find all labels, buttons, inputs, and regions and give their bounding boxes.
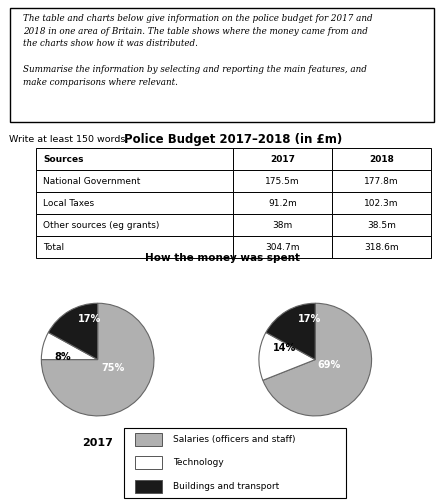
Text: 2018: 2018 xyxy=(300,439,331,449)
Text: 38.5m: 38.5m xyxy=(367,220,396,229)
Bar xyxy=(36,214,233,236)
Text: The table and charts below give information on the police budget for 2017 and
20: The table and charts below give informat… xyxy=(23,14,373,87)
Bar xyxy=(36,236,233,258)
Wedge shape xyxy=(41,303,154,416)
Text: 2017: 2017 xyxy=(82,439,113,449)
Text: Police Budget 2017–2018 (in £m): Police Budget 2017–2018 (in £m) xyxy=(124,133,342,146)
Bar xyxy=(332,170,431,192)
Text: 177.8m: 177.8m xyxy=(364,177,399,186)
Bar xyxy=(135,433,162,446)
Bar xyxy=(233,192,332,214)
Bar xyxy=(135,456,162,469)
Text: 2017: 2017 xyxy=(270,154,295,163)
Bar xyxy=(233,214,332,236)
Bar xyxy=(332,192,431,214)
Text: 175.5m: 175.5m xyxy=(265,177,300,186)
Wedge shape xyxy=(41,332,98,360)
Bar xyxy=(36,192,233,214)
Bar xyxy=(332,148,431,170)
Bar xyxy=(233,236,332,258)
Text: 2018: 2018 xyxy=(369,154,394,163)
Text: Other sources (eg grants): Other sources (eg grants) xyxy=(44,220,160,229)
Wedge shape xyxy=(266,303,315,360)
Wedge shape xyxy=(263,303,372,416)
Text: 318.6m: 318.6m xyxy=(364,242,399,252)
Bar xyxy=(135,480,162,493)
Text: 14%: 14% xyxy=(273,344,296,353)
Bar xyxy=(36,148,233,170)
Text: 17%: 17% xyxy=(298,314,321,324)
Text: Local Taxes: Local Taxes xyxy=(44,199,95,208)
Text: How the money was spent: How the money was spent xyxy=(144,253,300,263)
Text: Buildings and transport: Buildings and transport xyxy=(173,482,279,491)
Text: 17%: 17% xyxy=(78,314,101,324)
Text: 38m: 38m xyxy=(272,220,293,229)
Text: 69%: 69% xyxy=(318,360,341,370)
Text: 102.3m: 102.3m xyxy=(364,199,399,208)
Bar xyxy=(332,236,431,258)
Bar xyxy=(36,170,233,192)
Text: National Government: National Government xyxy=(44,177,141,186)
Bar xyxy=(233,170,332,192)
Text: Write at least 150 words.: Write at least 150 words. xyxy=(9,135,128,144)
Text: 75%: 75% xyxy=(102,363,125,373)
Text: 304.7m: 304.7m xyxy=(265,242,300,252)
Text: Sources: Sources xyxy=(44,154,84,163)
Wedge shape xyxy=(48,303,98,360)
Bar xyxy=(332,214,431,236)
Text: Technology: Technology xyxy=(173,458,224,467)
Text: Salaries (officers and staff): Salaries (officers and staff) xyxy=(173,435,296,444)
Text: 91.2m: 91.2m xyxy=(268,199,297,208)
Bar xyxy=(233,148,332,170)
Text: Total: Total xyxy=(44,242,64,252)
Text: 8%: 8% xyxy=(55,352,71,362)
Wedge shape xyxy=(259,332,315,380)
